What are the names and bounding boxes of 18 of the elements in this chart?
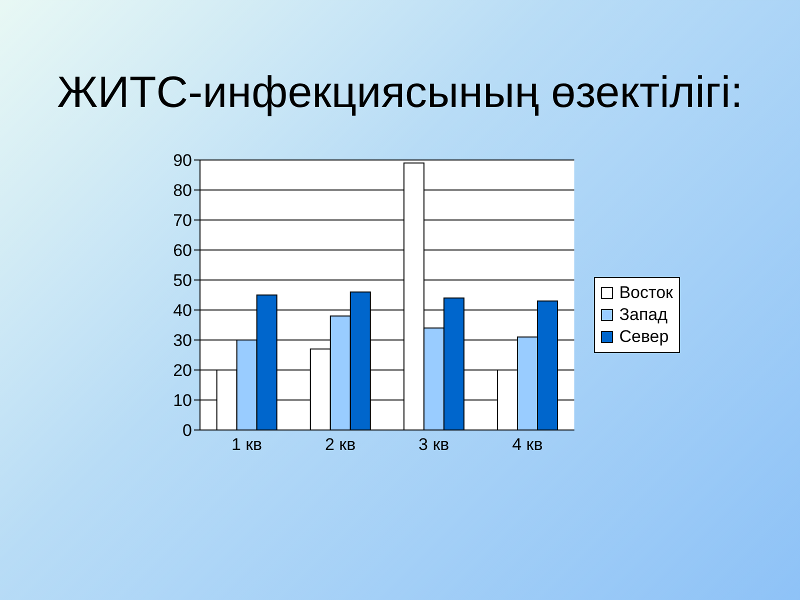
chart-title: ЖИТС-инфекциясының өзектілігі: (56, 68, 744, 118)
y-tick-label: 0 (182, 421, 192, 440)
x-tick-label: 3 кв (418, 435, 450, 454)
y-tick-label: 70 (173, 211, 192, 230)
y-tick-label: 80 (173, 181, 192, 200)
y-tick-label: 10 (173, 391, 192, 410)
y-tick-label: 50 (173, 271, 192, 290)
y-tick-label: 30 (173, 331, 192, 350)
x-tick-label: 2 кв (325, 435, 356, 454)
y-tick-label: 90 (173, 151, 192, 170)
legend-label: Север (619, 326, 669, 348)
y-tick-label: 40 (173, 301, 192, 320)
x-tick-label: 4 кв (512, 435, 543, 454)
y-tick-label: 60 (173, 241, 192, 260)
legend-label: Запад (619, 304, 668, 326)
legend-label: Восток (619, 282, 673, 304)
y-tick-label: 20 (173, 361, 192, 380)
x-tick-label: 1 кв (231, 435, 262, 454)
